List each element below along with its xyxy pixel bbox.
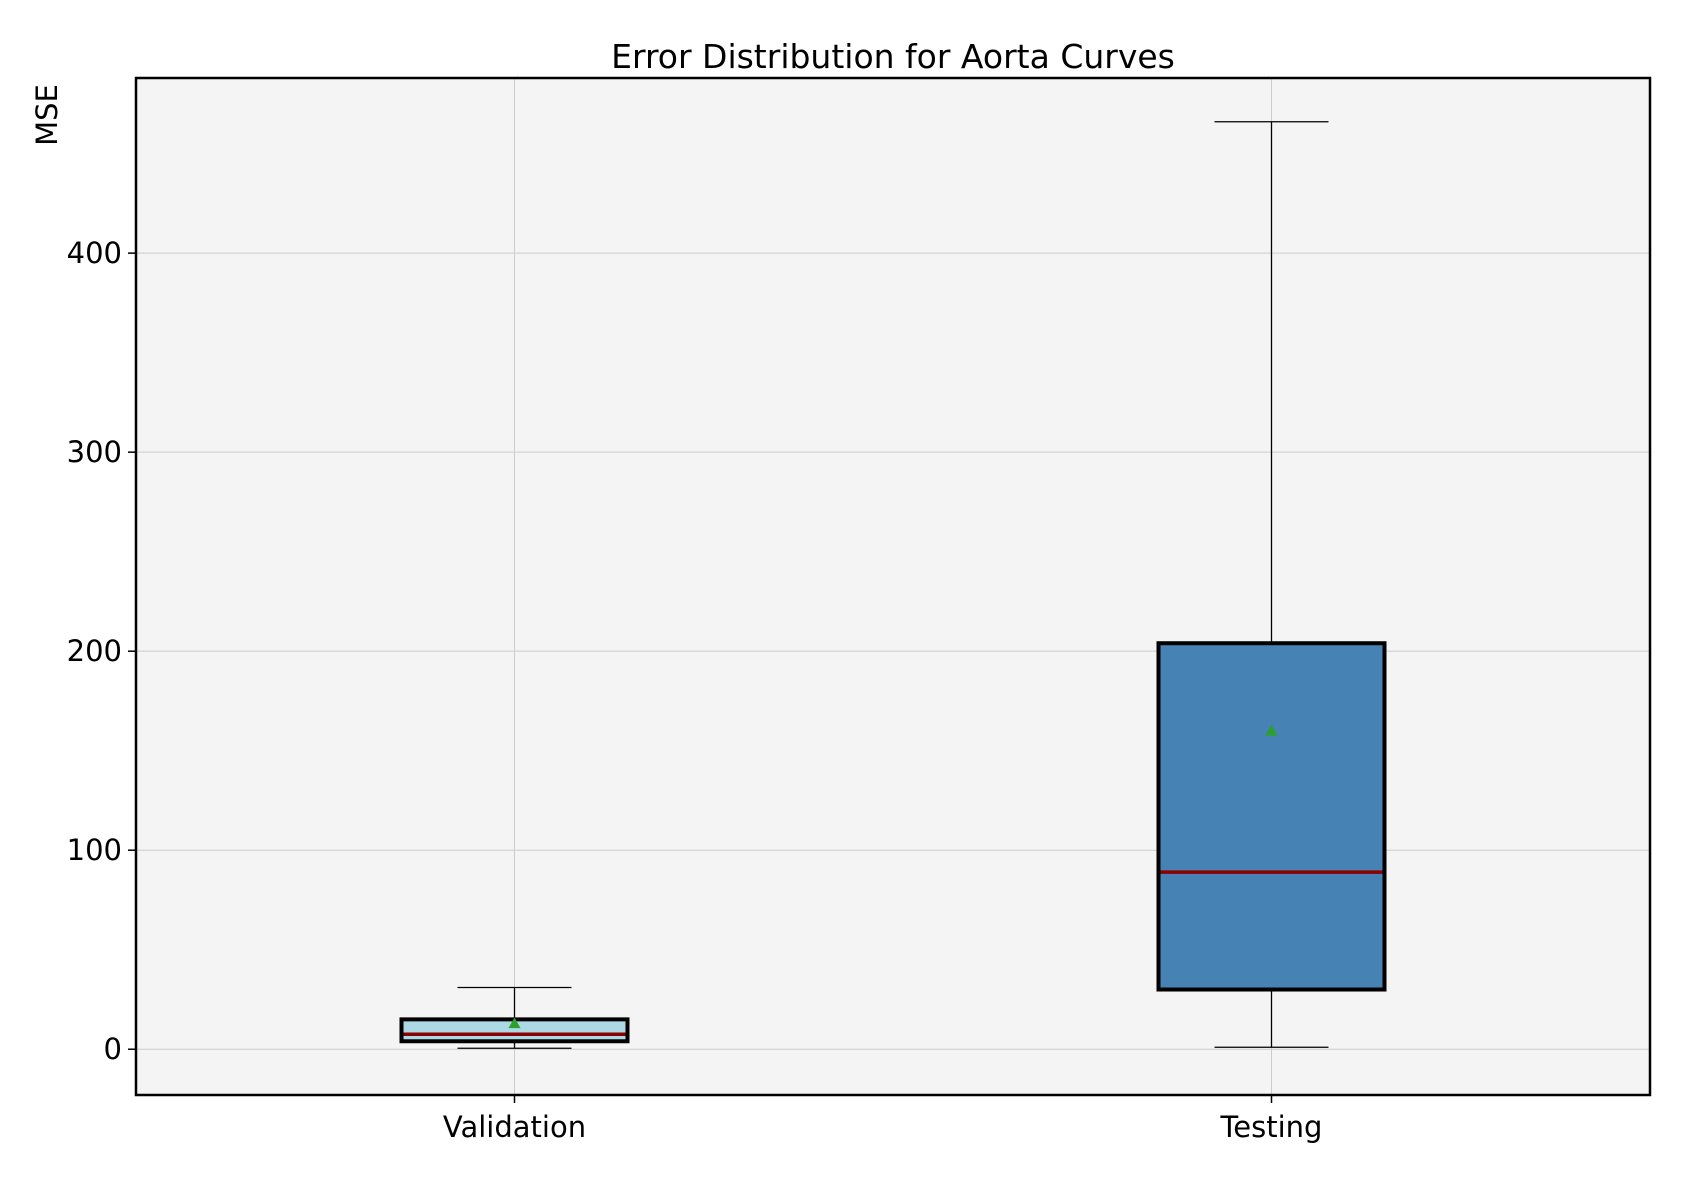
mean-marker <box>508 1017 521 1029</box>
box-testing <box>1156 121 1387 1048</box>
y-tick-label: 300 <box>67 435 122 469</box>
y-tick-label: 100 <box>67 833 122 867</box>
y-axis: 0 100 200 300 400 <box>67 236 136 1066</box>
box-series <box>399 121 1387 1049</box>
y-tick-label: 200 <box>67 634 122 668</box>
x-tick-label: Validation <box>443 1110 586 1144</box>
mean-marker <box>1265 724 1278 736</box>
plot-frame <box>134 76 1652 1097</box>
plot-area <box>136 78 1650 1095</box>
iqr-box <box>1156 641 1387 992</box>
y-tick-label: 400 <box>67 236 122 270</box>
x-axis: Validation Testing <box>443 1095 1323 1144</box>
x-tick-label: Testing <box>1220 1110 1323 1144</box>
y-axis-label: MSE <box>30 84 64 146</box>
chart-title: Error Distribution for Aorta Curves <box>611 37 1175 76</box>
y-tick-label: 0 <box>104 1032 122 1066</box>
box-validation <box>399 986 630 1049</box>
